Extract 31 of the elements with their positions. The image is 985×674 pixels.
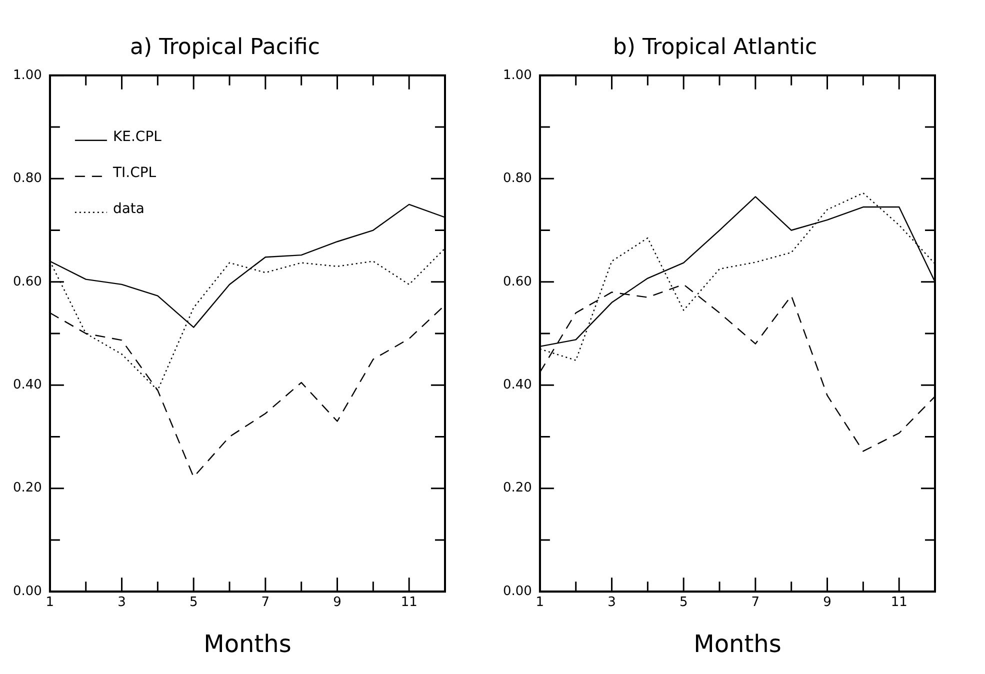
x-tick-label: 1 — [46, 594, 54, 610]
chart-title: b) Tropical Atlantic — [612, 34, 818, 60]
x-tick-label: 9 — [823, 594, 832, 610]
y-tick-label: 0.40 — [502, 377, 532, 392]
y-tick-label: 0.80 — [502, 171, 532, 186]
legend-label: KE.CPL — [112, 129, 162, 146]
y-tick-label: 0.60 — [502, 274, 532, 290]
y-tick-label: 1.00 — [502, 68, 532, 83]
x-tick-label: 5 — [189, 594, 198, 610]
x-tick-label: 7 — [261, 594, 270, 610]
x-axis-title: Months — [694, 630, 782, 658]
y-tick-label: 0.80 — [12, 171, 42, 186]
y-tick-label: 0.20 — [12, 480, 42, 496]
y-tick-label: 0.60 — [12, 274, 42, 290]
legend-label: TI.CPL — [112, 165, 156, 182]
y-tick-label: 0.40 — [12, 377, 42, 392]
y-tick-label: 0.00 — [12, 584, 42, 599]
x-tick-label: 11 — [400, 594, 418, 610]
x-tick-label: 7 — [751, 594, 760, 610]
chart-title: a) Tropical Pacific — [130, 34, 320, 60]
y-tick-label: 1.00 — [12, 68, 42, 83]
y-tick-label: 0.00 — [502, 584, 532, 599]
x-tick-label: 3 — [118, 594, 126, 610]
x-tick-label: 5 — [679, 594, 688, 610]
x-tick-label: 9 — [333, 594, 342, 610]
x-tick-label: 3 — [608, 594, 616, 610]
x-axis-title: Months — [204, 630, 292, 658]
x-tick-label: 1 — [536, 594, 544, 610]
legend-label: data — [112, 201, 144, 218]
x-tick-label: 11 — [890, 594, 908, 610]
y-tick-label: 0.20 — [502, 480, 532, 496]
